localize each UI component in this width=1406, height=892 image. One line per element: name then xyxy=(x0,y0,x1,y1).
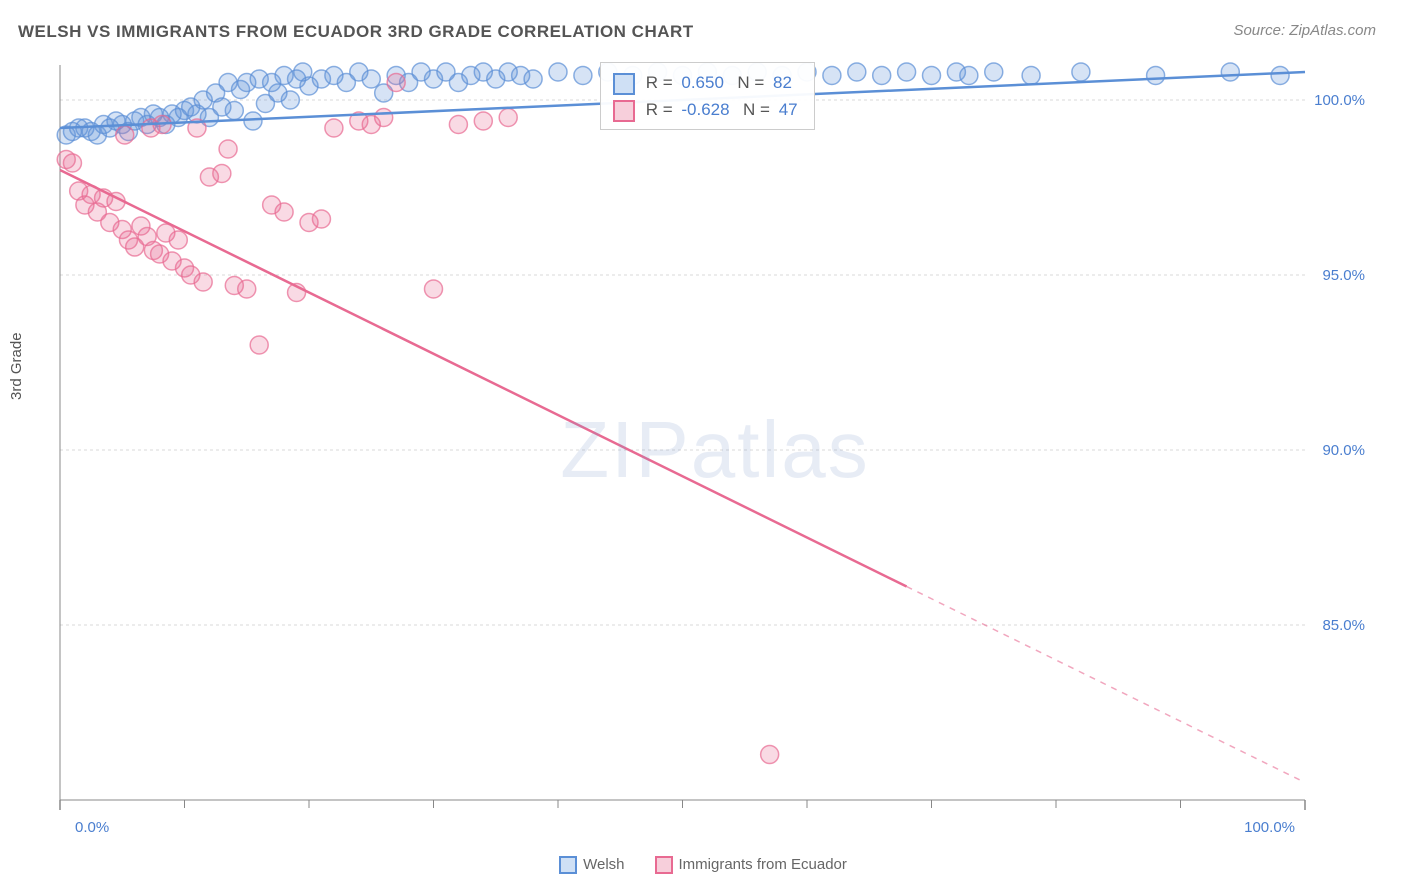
stat-row: R = -0.628 N = 47 xyxy=(613,96,802,123)
stat-n-value: 82 xyxy=(773,73,792,92)
legend-item: Welsh xyxy=(559,856,624,874)
legend-item: Immigrants from Ecuador xyxy=(655,856,847,874)
svg-text:95.0%: 95.0% xyxy=(1322,267,1365,284)
svg-text:0.0%: 0.0% xyxy=(75,819,109,836)
bottom-legend: Welsh Immigrants from Ecuador xyxy=(0,856,1406,874)
legend-label: Welsh xyxy=(583,856,624,873)
stat-row: R = 0.650 N = 82 xyxy=(613,69,802,96)
stat-n-value: 47 xyxy=(779,100,798,119)
legend-swatch xyxy=(559,856,577,874)
scatter-chart-svg: 85.0% 90.0% 95.0% 100.0% 0.0% 100.0% xyxy=(55,60,1375,840)
legend-swatch xyxy=(613,73,635,95)
chart-area: 85.0%90.0%95.0%100.0%0.0%100.0% ZIPatlas… xyxy=(55,60,1375,840)
chart-title: WELSH VS IMMIGRANTS FROM ECUADOR 3RD GRA… xyxy=(18,22,694,42)
svg-text:85.0%: 85.0% xyxy=(1322,617,1365,634)
legend-swatch xyxy=(655,856,673,874)
legend-label: Immigrants from Ecuador xyxy=(679,856,847,873)
svg-text:100.0%: 100.0% xyxy=(1314,92,1365,109)
legend-swatch xyxy=(613,100,635,122)
statistics-legend-box: R = 0.650 N = 82 R = -0.628 N = 47 xyxy=(600,62,815,130)
svg-text:100.0%: 100.0% xyxy=(1244,819,1295,836)
stat-r-value: -0.628 xyxy=(681,100,729,119)
stat-r-value: 0.650 xyxy=(681,73,724,92)
svg-text:90.0%: 90.0% xyxy=(1322,442,1365,459)
source-credit: Source: ZipAtlas.com xyxy=(1233,22,1376,39)
y-axis-label: 3rd Grade xyxy=(8,332,25,400)
